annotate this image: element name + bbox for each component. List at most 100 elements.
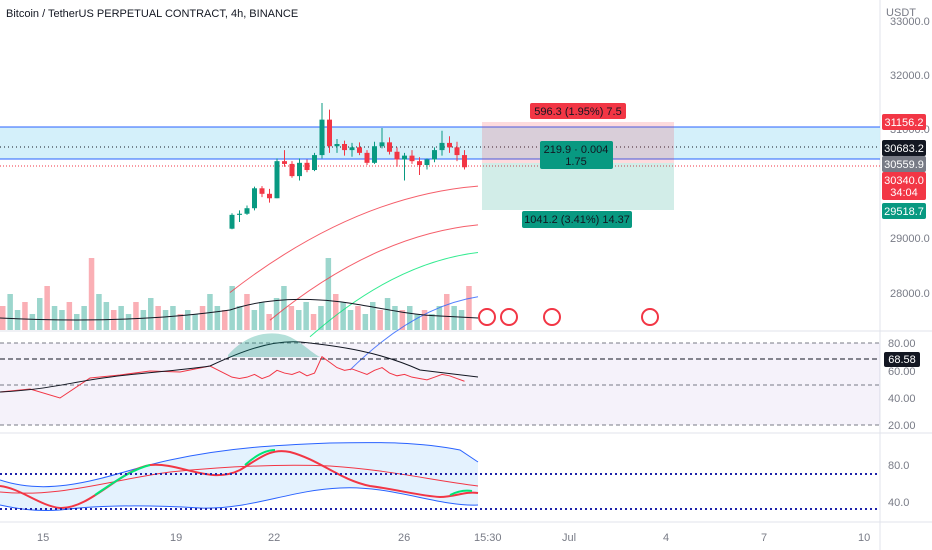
candle-body (229, 214, 235, 229)
candle-body (289, 163, 295, 177)
volume-bar (407, 306, 413, 330)
svg-text:30340.0: 30340.0 (884, 175, 924, 187)
volume-bar (7, 294, 13, 330)
ma-long-line (349, 296, 479, 371)
osc-tick: 80.0 (888, 460, 909, 472)
us-flag-event-icon (641, 308, 659, 326)
candle-body (379, 142, 385, 147)
volume-bar (458, 310, 465, 330)
rsi-line (0, 355, 465, 399)
price-unit: USDT (886, 7, 916, 19)
volume-bar (74, 314, 80, 330)
volume-bar (325, 258, 332, 330)
moving-averages (0, 185, 479, 371)
volume-bar (340, 302, 346, 330)
candle-body (297, 162, 302, 177)
candle-body (462, 155, 467, 168)
candlesticks[interactable] (229, 103, 468, 230)
time-label: 15 (37, 532, 49, 544)
rsi-overbought-fill (228, 333, 320, 357)
position-center-label[interactable]: 219.9 · 0.004 1.75 (540, 141, 613, 169)
volume-bar (436, 306, 443, 330)
candle-body (372, 146, 377, 163)
volume-bar (51, 306, 58, 330)
candle-body (237, 213, 242, 215)
rsi-tick: 60.00 (888, 366, 916, 378)
position-target-zone[interactable] (482, 163, 674, 210)
volume-bar (199, 306, 206, 330)
rsi-signal-line (0, 341, 479, 393)
candle-body (364, 152, 370, 163)
volume-bar (347, 310, 354, 330)
osc-band-fill (0, 442, 478, 511)
volume-bar (22, 302, 28, 330)
time-label: 10 (858, 532, 870, 544)
price-badge-entry: 30683.2 (882, 140, 926, 156)
time-label: 19 (170, 532, 182, 544)
candle-body (282, 161, 287, 164)
volume-bar (466, 286, 472, 330)
time-label: 26 (398, 532, 410, 544)
volume-bar (318, 306, 324, 330)
candle-body (259, 188, 265, 194)
volume-bar (399, 310, 406, 330)
volume-bar (451, 306, 457, 330)
volume-bar (229, 286, 235, 330)
volume-bar (192, 314, 198, 330)
target-label[interactable]: 1041.2 (3.41%) 14.37 (522, 211, 632, 228)
target-label-text: 1041.2 (3.41%) 14.37 (524, 214, 630, 226)
volume-bar (355, 306, 361, 330)
price-badge-target: 29518.7 (882, 203, 926, 219)
stop-label[interactable]: 596.3 (1.95%) 7.5 (530, 103, 626, 119)
volume-bar (111, 310, 117, 330)
volume-bar (177, 314, 184, 330)
candle-body (319, 119, 325, 156)
ma-fast-line (229, 185, 479, 293)
volume-bar (14, 310, 21, 330)
volume-bar (207, 294, 213, 330)
volume-bar (125, 314, 132, 330)
candle-body (394, 151, 400, 160)
svg-text:30683.2: 30683.2 (884, 143, 924, 155)
candle-body (424, 159, 430, 166)
volume-ma-line (0, 298, 479, 321)
rsi-lines (0, 333, 479, 399)
candle-body (244, 208, 250, 214)
event-markers[interactable] (478, 308, 659, 326)
volume-bar (133, 302, 139, 330)
svg-text:30559.9: 30559.9 (884, 159, 924, 171)
us-flag-event-icon (500, 308, 518, 326)
volume-bar (362, 314, 369, 330)
volume-bar (214, 306, 221, 330)
volume-bar (281, 286, 287, 330)
ma-mid-line (269, 224, 479, 321)
volume-bars (0, 258, 472, 330)
volume-bar (155, 306, 161, 330)
rsi-tick: 40.00 (888, 393, 916, 405)
volume-bar (88, 258, 95, 330)
volume-bar (273, 298, 280, 330)
volume-bar (333, 294, 339, 330)
bar-countdown: 34:04 (890, 187, 918, 199)
candle-body (402, 155, 407, 160)
svg-text:31156.2: 31156.2 (885, 117, 924, 129)
candle-body (439, 142, 445, 151)
volume-bar (66, 302, 73, 330)
volume-bar (81, 306, 87, 330)
svg-text:68.58: 68.58 (888, 354, 916, 366)
volume-bar (384, 298, 391, 330)
osc-tick: 40.0 (888, 497, 909, 509)
price-tick: 33000.0 (890, 16, 930, 28)
candle-body (357, 147, 362, 153)
ma-slow-line (309, 252, 479, 338)
volume-bar (29, 314, 36, 330)
candle-body (432, 150, 437, 160)
candle-body (312, 155, 317, 171)
time-label: 4 (663, 532, 669, 544)
volume-bar (392, 306, 398, 330)
rsi-tick: 20.00 (888, 420, 916, 432)
time-label: Jul (562, 532, 576, 544)
time-label: 22 (268, 532, 280, 544)
volume-bar (222, 310, 228, 330)
